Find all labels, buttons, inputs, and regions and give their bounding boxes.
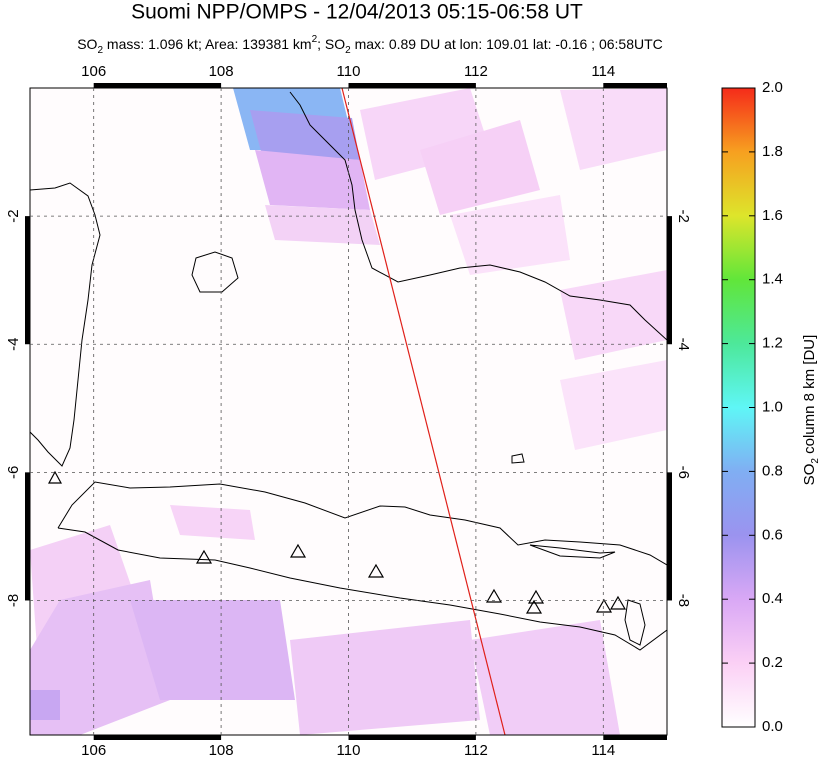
text-part: ; SO	[317, 36, 345, 52]
y-tick-label: -8	[5, 594, 22, 607]
subscript: 2	[345, 45, 351, 56]
subscript: 2	[810, 458, 821, 464]
x-tick-label: 112	[464, 742, 488, 759]
frame-bars	[25, 83, 672, 740]
text-part: SO	[77, 36, 97, 52]
title: Suomi NPP/OMPS - 12/04/2013 05:15-06:58 …	[131, 1, 583, 24]
frame-bar	[667, 216, 672, 345]
colorbar-tick-label: 1.4	[762, 271, 783, 288]
x-tick-label: 106	[81, 742, 106, 759]
subscript: 2	[97, 45, 103, 56]
y-tick-label: -8	[675, 594, 692, 607]
x-tick-label: 110	[337, 63, 361, 80]
text-part: SO	[801, 464, 818, 486]
subtitle: SO2 mass: 1.096 kt; Area: 139381 km2; SO…	[77, 34, 663, 56]
text-part: column 8 km [DU]	[801, 335, 818, 458]
y-tick-label: -4	[675, 338, 692, 351]
colorbar-tick-label: 1.2	[762, 335, 783, 352]
x-tick-label: 108	[209, 63, 234, 80]
colorbar-tick-label: 1.0	[762, 398, 783, 415]
colorbar-tick-label: 0.2	[762, 654, 783, 671]
colorbar-tick-label: 0.8	[762, 462, 783, 479]
y-tick-label: -6	[5, 466, 22, 479]
text-part: max: 0.89 DU at lon: 109.01 lat: -0.16 ;…	[351, 36, 663, 52]
frame-bar	[348, 83, 476, 88]
text-part: mass: 1.096 kt; Area: 139381 km	[103, 36, 312, 52]
y-tick-label: -2	[675, 209, 692, 222]
x-tick-label: 114	[591, 742, 615, 759]
frame-bar	[25, 472, 30, 601]
frame-bar	[93, 83, 222, 88]
frame-bar	[667, 472, 672, 601]
colorbar-tick-label: 2.0	[762, 79, 783, 96]
x-tick-label: 110	[337, 742, 361, 759]
x-tick-label: 108	[209, 742, 234, 759]
y-tick-label: -2	[5, 209, 22, 222]
coastlines	[30, 91, 667, 651]
y-tick-label: -6	[675, 466, 692, 479]
frame-bar	[25, 216, 30, 345]
colorbar-tick-label: 0.0	[762, 718, 783, 735]
frame-bar	[348, 735, 476, 740]
subscript: 2	[312, 34, 318, 45]
colorbar-tick-label: 1.8	[762, 143, 783, 160]
colorbar-tick-label: 1.6	[762, 207, 783, 224]
colorbar-label: SO2 column 8 km [DU]	[801, 335, 821, 486]
colorbar-tick-label: 0.4	[762, 590, 783, 607]
y-tick-label: -4	[5, 338, 22, 351]
frame-bar	[93, 735, 222, 740]
volcanoes	[47, 470, 627, 614]
colorbar-tick-label: 0.6	[762, 526, 783, 543]
x-tick-label: 114	[591, 63, 615, 80]
frame-bar	[603, 735, 667, 740]
x-tick-label: 112	[464, 63, 488, 80]
x-tick-label: 106	[81, 63, 106, 80]
orbit-track	[341, 87, 506, 736]
frame-bar	[603, 83, 667, 88]
